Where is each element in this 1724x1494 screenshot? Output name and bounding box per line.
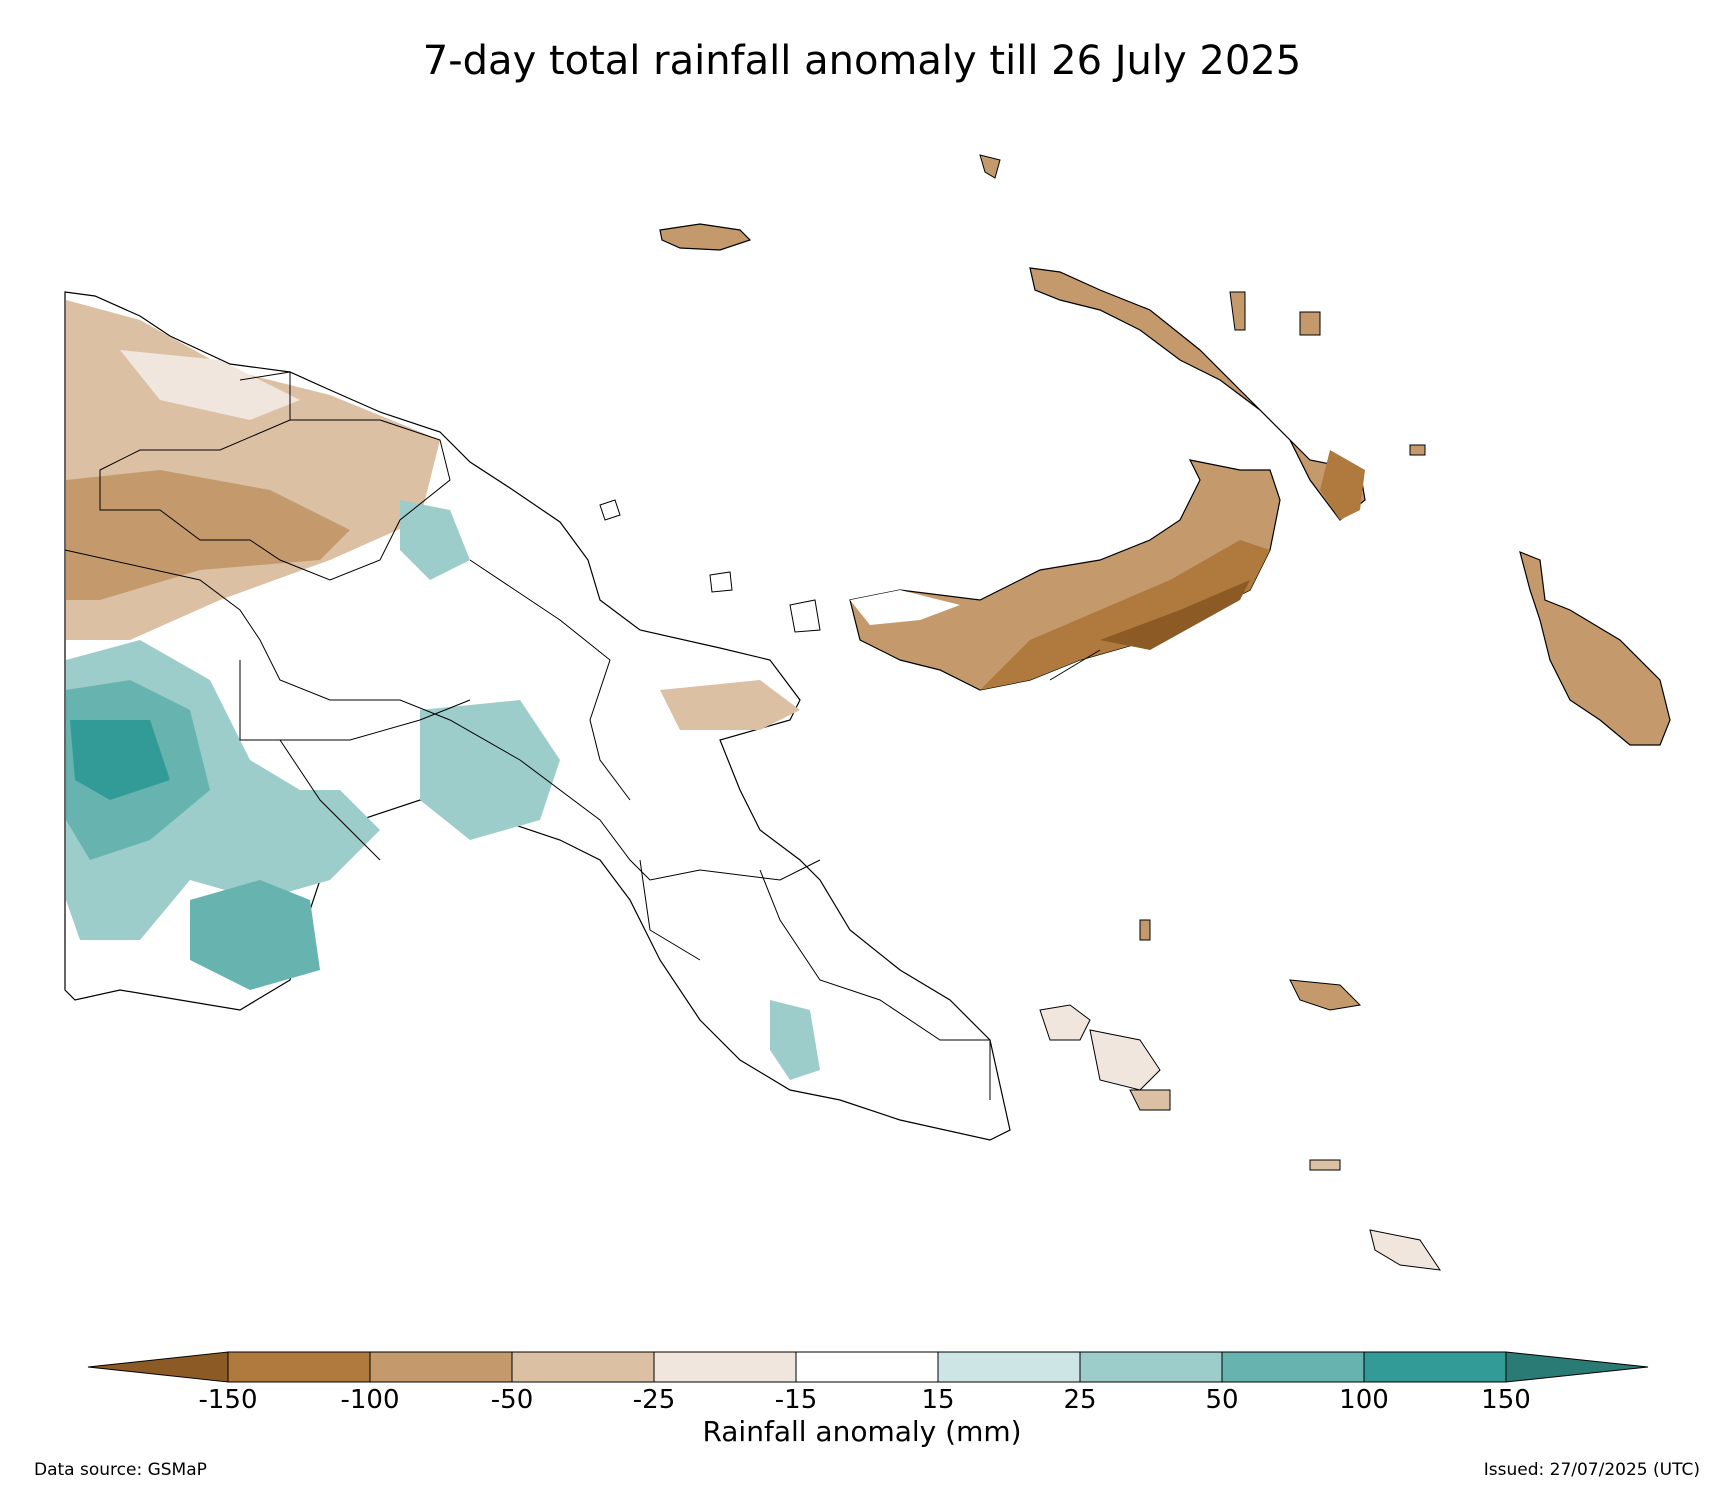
colorbar-tick-label: -15: [774, 1385, 818, 1415]
issued-date: Issued: 27/07/2025 (UTC): [1483, 1460, 1700, 1480]
woodlark-island: [1289, 979, 1362, 1011]
colorbar-segment: [653, 1351, 797, 1383]
new-britain-dry-peak: [1100, 580, 1250, 650]
colorbar-tick-label: 50: [1205, 1385, 1239, 1415]
new-ireland: [1029, 267, 1366, 521]
new-ireland-dry-core: [1320, 450, 1365, 520]
colorbar-segment: [795, 1351, 939, 1383]
trobriand-island: [1139, 919, 1151, 941]
small-island: [1299, 311, 1321, 336]
small-island: [789, 599, 821, 633]
rossel-island: [1369, 1229, 1442, 1271]
colorbar-extend-low: [87, 1351, 229, 1383]
goodenough-island: [1039, 1004, 1091, 1041]
colorbar-tick-label: -150: [198, 1385, 258, 1415]
new-britain-outline: [849, 459, 1281, 691]
colorbar-segment: [227, 1351, 371, 1383]
fergusson-island: [1089, 1029, 1161, 1091]
colorbar-segment: [1221, 1351, 1365, 1383]
colorbar-tick-label: -100: [340, 1385, 400, 1415]
colorbar-segment: [1079, 1351, 1223, 1383]
mainland: [64, 291, 1011, 1141]
wet-region-gulf: [420, 700, 560, 840]
small-island: [709, 571, 733, 593]
data-source: Data source: GSMaP: [34, 1460, 207, 1480]
dry-core-northwest: [66, 470, 350, 600]
new-britain: [849, 459, 1281, 691]
wet-region-fly-delta: [190, 880, 320, 990]
small-island: [1409, 444, 1426, 456]
wet-patch-south: [770, 1000, 820, 1080]
bougainville: [1519, 551, 1671, 746]
map-title: 7-day total rainfall anomaly till 26 Jul…: [422, 38, 1302, 84]
colorbar-tick-label: -25: [632, 1385, 676, 1415]
small-island: [1229, 291, 1246, 331]
colorbar-segment: [511, 1351, 655, 1383]
bougainville-outline: [1519, 551, 1671, 746]
normanby-island: [1129, 1089, 1171, 1111]
colorbar-segment: [1363, 1351, 1507, 1383]
new-britain-west-tip: [850, 590, 960, 625]
wet-patch-sepik: [400, 500, 470, 580]
colorbar-tick-label: -50: [490, 1385, 534, 1415]
colorbar-label: Rainfall anomaly (mm): [702, 1415, 1022, 1448]
colorbar-tick-label: 25: [1063, 1385, 1097, 1415]
rainfall-anomaly-map: [64, 154, 1671, 1271]
dry-patch-madang: [660, 680, 800, 730]
colorbar-tick-label: 15: [921, 1385, 955, 1415]
wet-peak-southwest: [70, 720, 170, 800]
colorbar-tick-label: 150: [1481, 1385, 1531, 1415]
misima-island: [1309, 1159, 1341, 1171]
colorbar-extend-high: [1505, 1351, 1649, 1383]
colorbar-tick-label: 100: [1339, 1385, 1389, 1415]
mussau-island: [979, 154, 1001, 179]
manus-island: [659, 223, 752, 251]
colorbar-segment: [369, 1351, 513, 1383]
new-britain-dry-core: [980, 540, 1270, 690]
light-dry-north: [120, 350, 300, 420]
colorbar-segment: [937, 1351, 1081, 1383]
small-island: [599, 499, 621, 521]
